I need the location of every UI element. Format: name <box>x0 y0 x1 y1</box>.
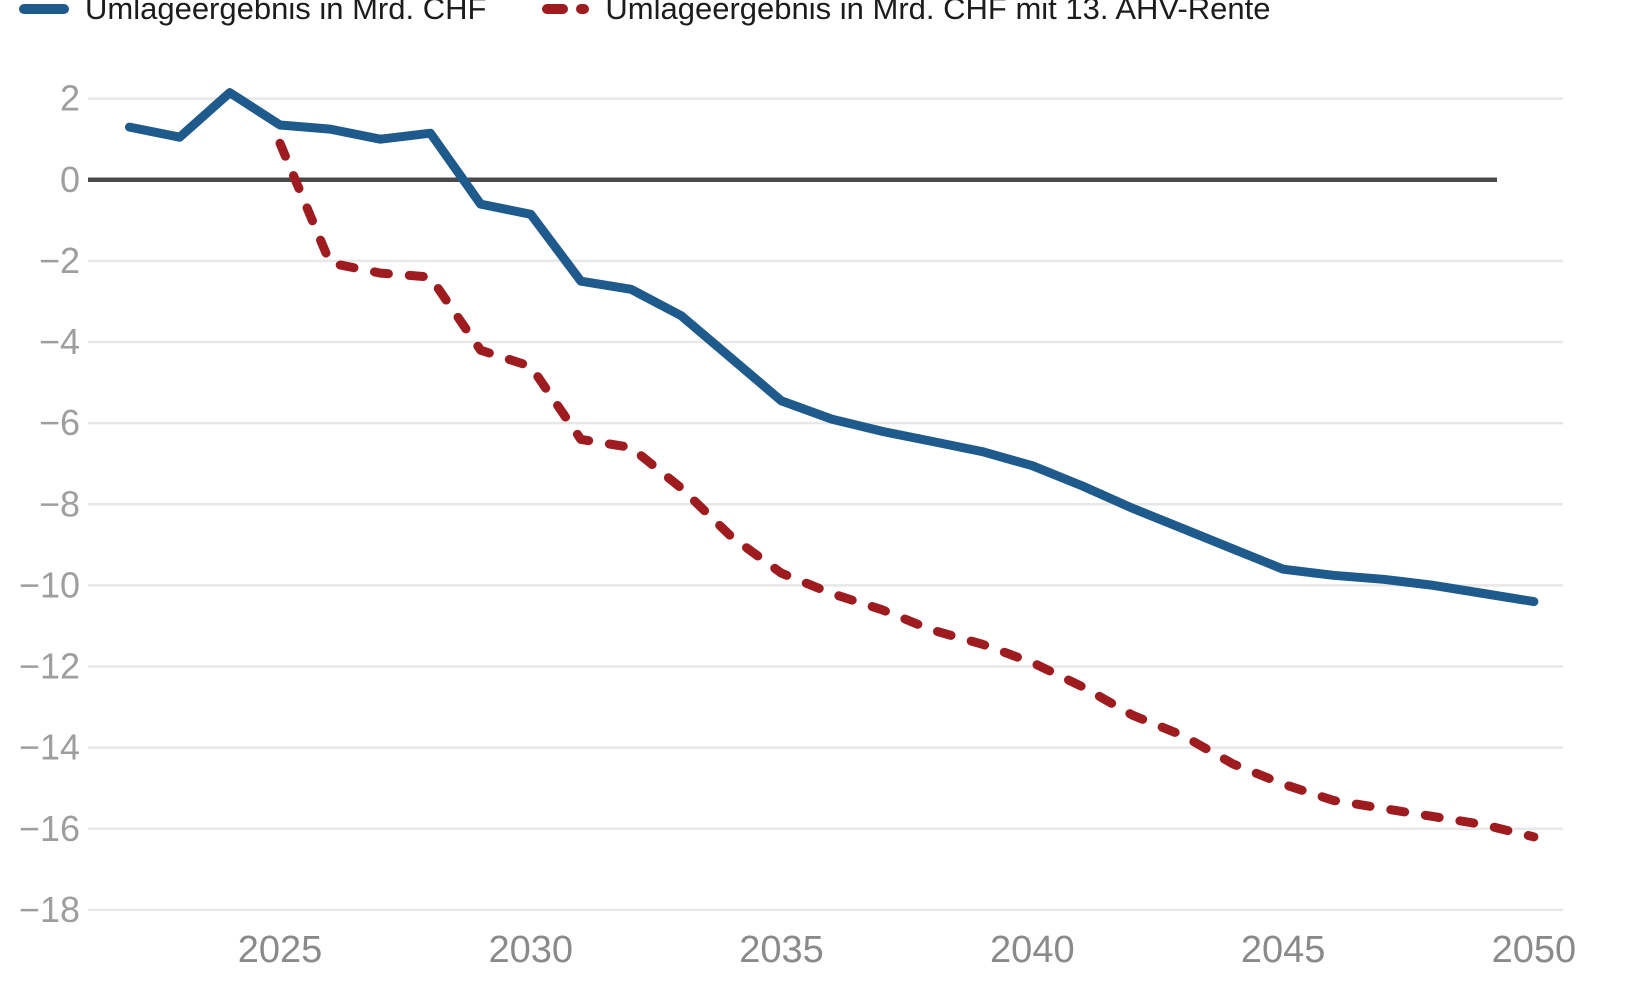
x-axis-tick-label: 2030 <box>488 929 573 971</box>
y-axis-tick-label: −4 <box>39 321 80 362</box>
y-axis-tick-label: −16 <box>19 808 80 849</box>
y-axis-tick-label: −18 <box>19 889 80 930</box>
x-axis-tick-label: 2050 <box>1492 929 1577 971</box>
solid-line-swatch-icon <box>19 4 69 14</box>
y-axis-tick-label: −6 <box>39 402 80 443</box>
x-axis-tick-label: 2035 <box>739 929 824 971</box>
legend-item-label: Umlageergebnis in Mrd. CHF <box>85 0 487 26</box>
y-axis-tick-label: −8 <box>39 483 80 524</box>
y-axis-tick-label: 2 <box>60 78 80 119</box>
dashed-line-swatch-icon <box>542 4 590 14</box>
legend-item-label: Umlageergebnis in Mrd. CHF mit 13. AHV-R… <box>605 0 1271 26</box>
y-axis-tick-label: −2 <box>39 240 80 281</box>
legend-item-umlageergebnis: Umlageergebnis in Mrd. CHF <box>19 0 486 27</box>
x-axis-tick-label: 2040 <box>990 929 1075 971</box>
x-axis-tick-label: 2045 <box>1241 929 1326 971</box>
y-axis-tick-label: 0 <box>60 159 80 200</box>
y-axis-tick-label: −14 <box>19 727 80 768</box>
chart-legend: Umlageergebnis in Mrd. CHF Umlageergebni… <box>19 0 1270 27</box>
legend-item-umlageergebnis-13-ahv-rente: Umlageergebnis in Mrd. CHF mit 13. AHV-R… <box>542 0 1270 27</box>
y-axis-tick-label: −12 <box>19 646 80 687</box>
series-line-dashed-red <box>275 138 1539 842</box>
x-axis-tick-label: 2025 <box>238 929 323 971</box>
series-line-solid-blue <box>125 88 1539 607</box>
y-axis-tick-label: −10 <box>19 564 80 605</box>
